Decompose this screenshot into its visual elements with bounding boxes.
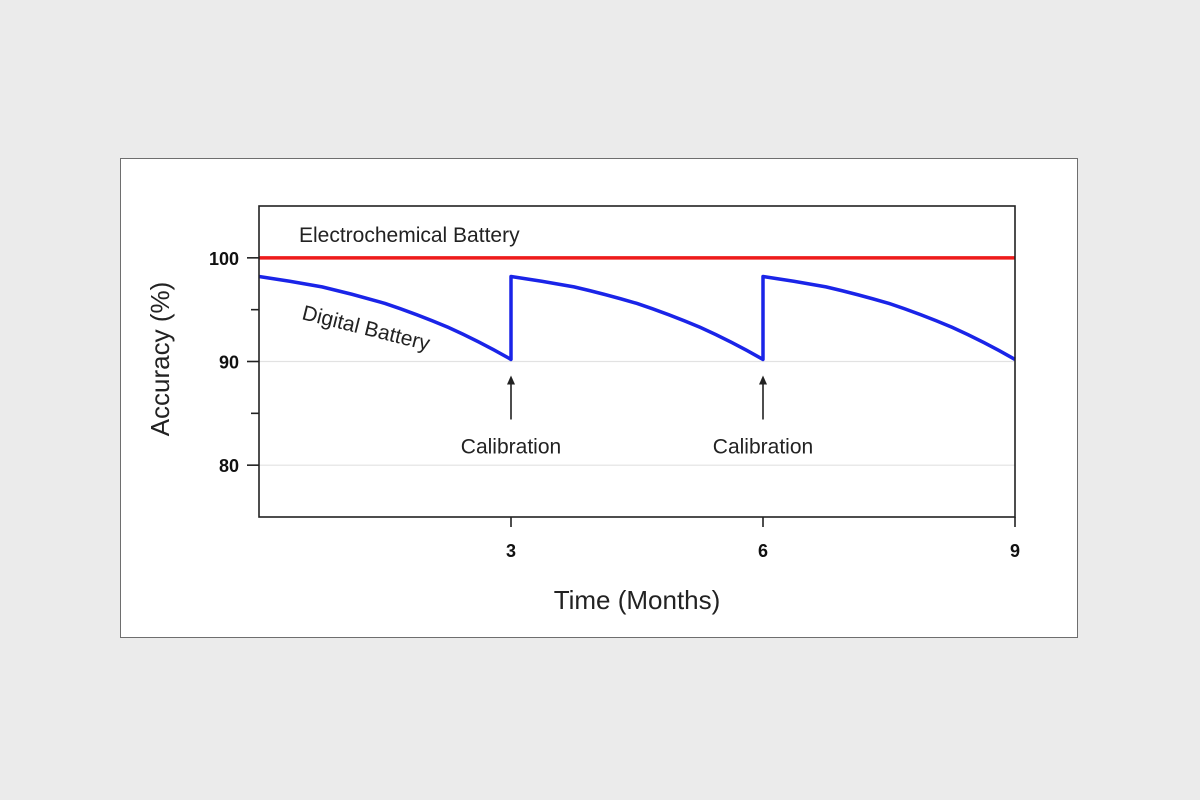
calibration-arrowhead-1 bbox=[507, 375, 515, 385]
digital-battery-line bbox=[258, 274, 1016, 362]
annotations: Calibration Calibration bbox=[461, 375, 813, 459]
y-tick-label-100: 100 bbox=[209, 249, 239, 269]
x-tick-label-6: 6 bbox=[758, 541, 768, 561]
y-tick-label-90: 90 bbox=[219, 353, 239, 373]
x-axis-title: Time (Months) bbox=[554, 585, 721, 615]
x-tick-label-9: 9 bbox=[1010, 541, 1020, 561]
series-layer bbox=[258, 256, 1016, 362]
x-tick-label-3: 3 bbox=[506, 541, 516, 561]
series-label-electrochemical: Electrochemical Battery bbox=[299, 224, 520, 247]
y-tick-label-80: 80 bbox=[219, 456, 239, 476]
gridlines bbox=[259, 360, 1015, 466]
chart-frame: 80 90 100 3 6 9 Electrochemical Battery Digita… bbox=[120, 158, 1078, 638]
calibration-label-2: Calibration bbox=[713, 436, 813, 459]
series-label-digital: Digital Battery bbox=[300, 302, 433, 356]
y-axis-title: Accuracy (%) bbox=[145, 282, 175, 437]
calibration-arrowhead-2 bbox=[759, 375, 767, 385]
accuracy-chart: 80 90 100 3 6 9 Electrochemical Battery Digita… bbox=[145, 205, 1020, 615]
calibration-label-1: Calibration bbox=[461, 436, 561, 459]
ticks: 80 90 100 3 6 9 bbox=[209, 249, 1020, 561]
